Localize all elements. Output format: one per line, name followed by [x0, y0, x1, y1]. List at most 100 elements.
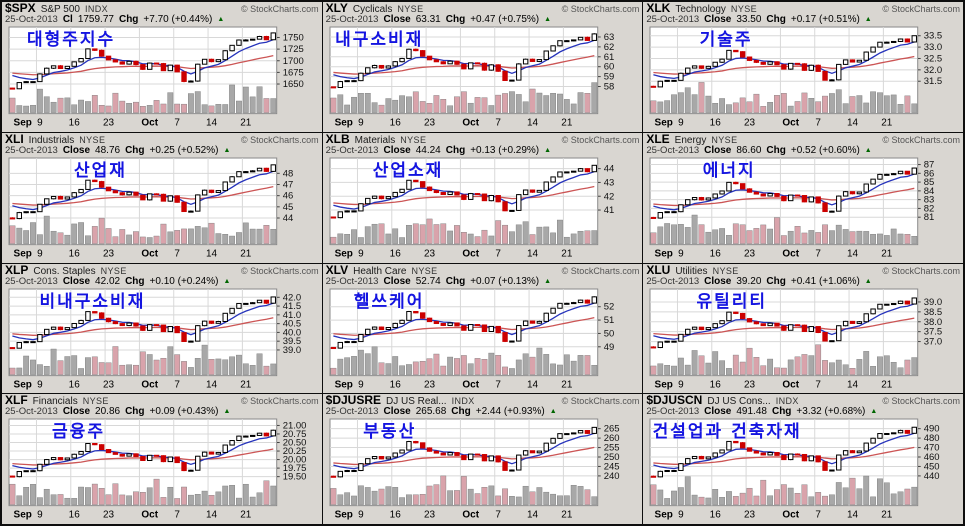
candlestick-plot[interactable]: 265 260 255 250 245 240 Sep 9 16 23 Oct 7 14 21 부동산	[326, 417, 640, 524]
svg-text:Sep: Sep	[655, 379, 673, 390]
stockcharts-credit[interactable]: © StockCharts.com	[241, 396, 319, 407]
candlestick-plot[interactable]: 490 480 470 460 450 440 Sep 9 16 23 Oct 7 14 21 건설업과 …	[646, 417, 960, 524]
svg-text:9: 9	[37, 248, 43, 259]
svg-text:Oct: Oct	[462, 248, 479, 259]
chart-header-line2: 25-Oct-2013 Close 44.24 Chg +0.13 (+0.29…	[326, 145, 640, 156]
svg-text:19.50: 19.50	[283, 472, 307, 483]
ticker-symbol[interactable]: XLE	[646, 132, 670, 146]
candlestick-plot[interactable]: 39.0 38.5 38.0 37.5 37.0 Sep 9 16 23 Oct 7 14 21 유틸리…	[646, 287, 960, 394]
ticker-symbol[interactable]: XLF	[5, 394, 28, 408]
ticker-symbol[interactable]: XLI	[5, 132, 24, 146]
change-label: Chg	[445, 275, 466, 287]
change-value: +2.44 (+0.93%)	[475, 406, 545, 418]
close-label: Close	[62, 406, 91, 418]
svg-text:1675: 1675	[283, 67, 304, 78]
svg-text:14: 14	[206, 118, 218, 129]
candlestick-plot[interactable]: 63 62 61 60 59 58 Sep 9 16 23 Oct 7 14 21 내구소비재	[326, 25, 640, 132]
svg-text:240: 240	[603, 471, 619, 482]
candlestick-plot[interactable]: 48 47 46 45 44 Sep 9 16 23 Oct 7 14 21 산업재	[5, 156, 319, 263]
svg-text:16: 16	[69, 118, 81, 129]
svg-text:43: 43	[603, 177, 614, 188]
ticker-symbol[interactable]: $DJUSCN	[646, 394, 703, 408]
change-value: +0.13 (+0.29%)	[470, 144, 540, 156]
svg-text:260: 260	[603, 433, 619, 444]
close-value: 1759.77	[77, 14, 114, 25]
svg-text:16: 16	[69, 510, 81, 521]
ticker-name: Cyclicals	[352, 4, 393, 15]
candlestick-plot[interactable]: 52 51 50 49 Sep 9 16 23 Oct 7 14 21 헬쓰케어	[326, 287, 640, 394]
candlestick-plot[interactable]: 21.00 20.75 20.50 20.25 20.00 19.75 19.50 Sep 9 1…	[5, 417, 319, 524]
stockcharts-credit[interactable]: © StockCharts.com	[561, 265, 640, 276]
stockcharts-credit[interactable]: © StockCharts.com	[241, 265, 319, 276]
svg-text:23: 23	[424, 379, 436, 390]
svg-text:9: 9	[678, 248, 684, 259]
up-triangle-icon: ▲	[223, 146, 231, 154]
ticker-symbol[interactable]: $SPX	[5, 2, 36, 15]
svg-text:58: 58	[603, 82, 614, 93]
ticker-symbol[interactable]: $DJUSRE	[325, 394, 382, 408]
exchange-label: NYSE	[82, 396, 109, 407]
ticker-symbol[interactable]: XLU	[646, 263, 671, 277]
ticker-symbol[interactable]: XLV	[325, 263, 349, 277]
change-value: +0.17 (+0.51%)	[790, 14, 860, 25]
svg-text:1725: 1725	[283, 44, 304, 55]
svg-text:9: 9	[678, 118, 684, 129]
svg-text:9: 9	[678, 379, 684, 390]
svg-text:Oct: Oct	[141, 248, 158, 259]
stockcharts-credit[interactable]: © StockCharts.com	[561, 396, 640, 407]
svg-text:42: 42	[603, 191, 614, 202]
up-triangle-icon: ▲	[223, 408, 231, 416]
svg-text:21: 21	[561, 118, 573, 129]
svg-text:7: 7	[174, 510, 180, 521]
svg-text:21: 21	[561, 379, 573, 390]
ticker-symbol[interactable]: XLB	[325, 132, 350, 146]
chart-canvas: 42.041.541.040.540.039.539.0 Sep 9 16 23 Oct 7…	[8, 288, 301, 390]
svg-text:33.5: 33.5	[924, 31, 942, 42]
exchange-label: NYSE	[400, 134, 427, 145]
chart-header-line2: 25-Oct-2013 Close 33.50 Chg +0.17 (+0.51…	[646, 14, 960, 25]
svg-text:87: 87	[924, 159, 935, 170]
change-value: +0.07 (+0.13%)	[470, 275, 540, 287]
svg-text:23: 23	[744, 248, 756, 259]
svg-text:9: 9	[678, 510, 684, 521]
candlestick-plot[interactable]: 42.0 41.5 41.0 40.5 40.0 39.5 39.0 Sep 9 16 23 Oct 7…	[5, 287, 319, 394]
stockcharts-credit[interactable]: © StockCharts.com	[882, 396, 960, 407]
svg-text:Oct: Oct	[783, 379, 800, 390]
svg-text:Oct: Oct	[783, 118, 800, 129]
svg-text:255: 255	[603, 443, 619, 454]
chart-date: 25-Oct-2013	[5, 275, 58, 287]
stockcharts-credit[interactable]: © StockCharts.com	[882, 4, 960, 14]
stockcharts-credit[interactable]: © StockCharts.com	[241, 134, 319, 145]
stockcharts-credit[interactable]: © StockCharts.com	[882, 134, 960, 145]
svg-text:21: 21	[240, 510, 252, 521]
ticker-symbol[interactable]: XLK	[646, 2, 671, 15]
svg-text:Sep: Sep	[655, 118, 673, 129]
chart-tile-xly: XLY Cyclicals NYSE © StockCharts.com 25-…	[322, 2, 643, 132]
svg-text:16: 16	[389, 510, 401, 521]
candlestick-plot[interactable]: 44 43 42 41 Sep 9 16 23 Oct 7 14 21 산업소재	[326, 156, 640, 263]
change-label: Chg	[118, 14, 139, 25]
svg-text:39.0: 39.0	[924, 296, 942, 307]
stockcharts-credit[interactable]: © StockCharts.com	[241, 4, 319, 14]
svg-text:14: 14	[527, 118, 539, 129]
svg-text:84: 84	[924, 186, 935, 197]
close-label: Close	[704, 144, 732, 156]
stockcharts-credit[interactable]: © StockCharts.com	[882, 265, 960, 276]
candlestick-plot[interactable]: 87 86 85 84 83 82 81 Sep 9 16 23 Oct 7 14 21 에너지	[646, 156, 960, 263]
chart-canvas: 39.038.538.037.537.0 Sep 9 16 23 Oct 7 14 21	[649, 288, 942, 390]
ticker-symbol[interactable]: XLP	[5, 263, 29, 277]
chart-header-line2: 25-Oct-2013 Close 52.74 Chg +0.07 (+0.13…	[326, 276, 640, 287]
stockcharts-credit[interactable]: © StockCharts.com	[561, 4, 640, 14]
svg-text:Sep: Sep	[334, 118, 352, 129]
ticker-symbol[interactable]: XLY	[325, 2, 348, 15]
svg-text:38.0: 38.0	[924, 316, 942, 327]
candlestick-plot[interactable]: 33.5 33.0 32.5 32.0 31.5 Sep 9 16 23 Oct 7 14 21 기술주	[646, 25, 960, 132]
candlestick-plot[interactable]: 1750 1725 1700 1675 1650 Sep 9 16 23 Oct 7 14 21 대형주…	[5, 25, 319, 132]
chart-date: 25-Oct-2013	[646, 14, 700, 25]
chart-header-line1: XLU Utilities NYSE © StockCharts.com	[646, 263, 960, 277]
stockcharts-credit[interactable]: © StockCharts.com	[561, 134, 640, 145]
svg-text:21: 21	[240, 118, 252, 129]
